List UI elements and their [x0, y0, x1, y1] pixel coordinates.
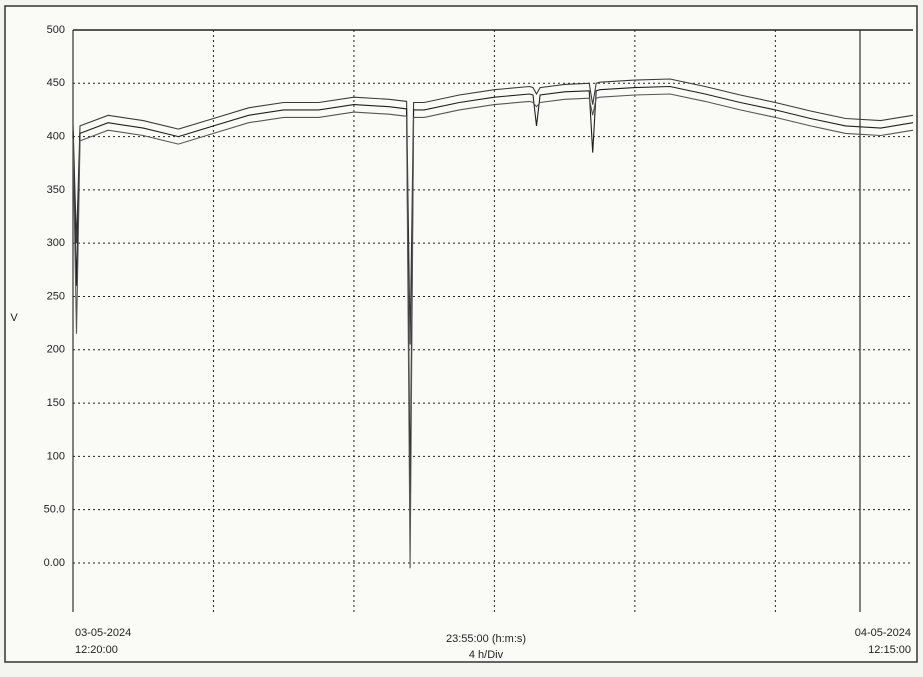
- frame: [4, 5, 918, 663]
- voltage-line: [72, 85, 914, 494]
- voltage-line: [72, 78, 914, 345]
- y-tick-label: 150: [47, 397, 65, 409]
- x-division-label: 4 h/Div: [469, 649, 504, 661]
- y-tick-label: 200: [47, 344, 65, 356]
- x-end-time: 12:15:00: [868, 644, 911, 656]
- y-tick-label: 450: [47, 77, 65, 89]
- y-tick-label: 50.0: [44, 504, 65, 516]
- x-center-label: 23:55:00 (h:m:s): [446, 633, 526, 645]
- y-tick-label: 250: [47, 290, 65, 302]
- y-tick-label: 100: [47, 450, 65, 462]
- y-tick-label: 0.00: [44, 557, 65, 569]
- y-axis-label: V: [10, 312, 18, 324]
- y-tick-label: 300: [47, 237, 65, 249]
- x-start-date: 03-05-2024: [75, 627, 131, 639]
- voltage-line: [72, 93, 914, 569]
- x-start-time: 12:20:00: [75, 644, 118, 656]
- y-tick-label: 500: [47, 24, 65, 36]
- x-end-date: 04-05-2024: [855, 627, 911, 639]
- y-tick-label: 350: [47, 184, 65, 196]
- y-tick-label: 400: [47, 130, 65, 142]
